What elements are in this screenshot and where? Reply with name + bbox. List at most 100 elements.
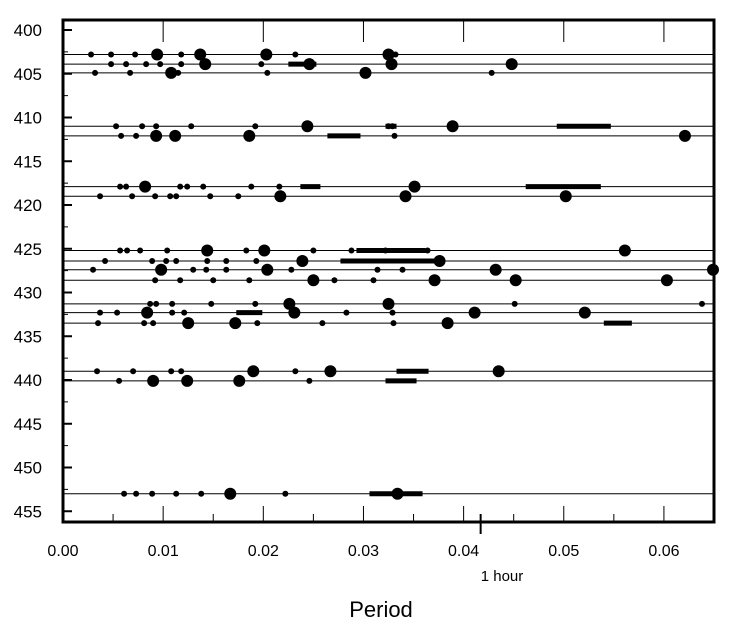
x-tick-label: 0.01 [148, 543, 179, 560]
data-point [488, 69, 495, 76]
data-point [252, 123, 259, 130]
data-point [264, 69, 271, 76]
x-tick-label: 0.00 [47, 543, 78, 560]
data-point [408, 180, 421, 193]
data-point [133, 132, 140, 139]
data-point [190, 266, 197, 273]
data-point [182, 317, 195, 330]
data-point [292, 51, 299, 58]
data-point [389, 123, 396, 130]
data-point [260, 48, 273, 61]
period-bar [288, 61, 317, 67]
data-point [204, 258, 211, 264]
data-point [698, 300, 705, 307]
data-point [139, 123, 146, 130]
data-point [90, 266, 97, 273]
data-row [63, 274, 714, 287]
data-point [248, 183, 255, 190]
data-point [97, 193, 104, 200]
data-point [127, 69, 134, 76]
data-point [102, 258, 109, 264]
data-row [63, 317, 714, 330]
y-tick-label: 430 [14, 284, 42, 303]
data-point [276, 183, 283, 190]
data-point [382, 48, 395, 61]
data-point [331, 277, 338, 284]
data-point [511, 300, 518, 307]
y-tick-label: 445 [14, 415, 42, 434]
data-point [399, 266, 406, 273]
x-tick-label: 0.02 [248, 543, 279, 560]
y-tick-label: 400 [14, 21, 42, 40]
data-point [252, 300, 259, 307]
data-point [173, 258, 180, 264]
data-point [155, 263, 168, 276]
data-point [151, 48, 164, 61]
data-point [108, 61, 115, 68]
data-point [306, 377, 313, 384]
data-point [169, 309, 176, 316]
data-point [254, 320, 261, 327]
data-point [117, 247, 124, 254]
data-point [310, 247, 317, 254]
data-point [258, 61, 265, 68]
data-point [201, 244, 214, 257]
data-point [390, 320, 397, 327]
data-point [108, 51, 115, 58]
data-point [173, 193, 180, 200]
data-point [509, 274, 522, 287]
data-point [258, 244, 271, 257]
data-point [194, 48, 207, 61]
data-point [97, 309, 104, 316]
data-point [141, 306, 154, 319]
data-point [307, 274, 320, 287]
data-point [247, 365, 260, 378]
x-tick-label: 0.06 [648, 543, 679, 560]
data-point [200, 183, 207, 190]
y-tick-label: 410 [14, 109, 42, 128]
data-point [153, 300, 160, 307]
y-axis: 400 405 410 415 420 425 430 435 440 445 450 455 [14, 21, 72, 521]
y-tick-label: 455 [14, 502, 42, 521]
data-point [184, 183, 191, 190]
data-point [178, 51, 185, 58]
data-point [319, 320, 326, 327]
data-point [288, 266, 295, 273]
data-point [678, 129, 691, 142]
data-point [389, 309, 396, 316]
data-row [63, 297, 714, 310]
period-bar [300, 184, 321, 190]
data-point [324, 365, 337, 378]
data-point [163, 258, 170, 264]
data-point [391, 487, 404, 500]
data-point [223, 266, 230, 273]
data-point [123, 61, 130, 68]
x-axis-label: Period [349, 597, 413, 622]
data-point [147, 300, 154, 307]
data-point [88, 51, 95, 58]
data-point [164, 247, 171, 254]
data-point [165, 66, 178, 79]
data-point [253, 258, 260, 264]
data-point [178, 368, 185, 375]
data-point [177, 183, 184, 190]
data-point [224, 487, 237, 500]
data-point [178, 61, 185, 68]
data-row [63, 263, 719, 276]
data-point [118, 132, 125, 139]
data-point [303, 58, 316, 71]
data-point [149, 490, 156, 497]
y-tick-label: 435 [14, 327, 42, 346]
data-row [63, 365, 714, 378]
data-point [147, 374, 160, 387]
data-row [63, 306, 714, 319]
data-point [153, 123, 160, 130]
data-point [261, 263, 274, 276]
data-point [137, 247, 144, 254]
period-bar [236, 310, 263, 316]
one-hour-annotation: 1 hour [481, 568, 524, 585]
data-point [243, 247, 250, 254]
data-point [133, 490, 140, 497]
data-row [63, 190, 714, 203]
data-point [229, 317, 242, 330]
